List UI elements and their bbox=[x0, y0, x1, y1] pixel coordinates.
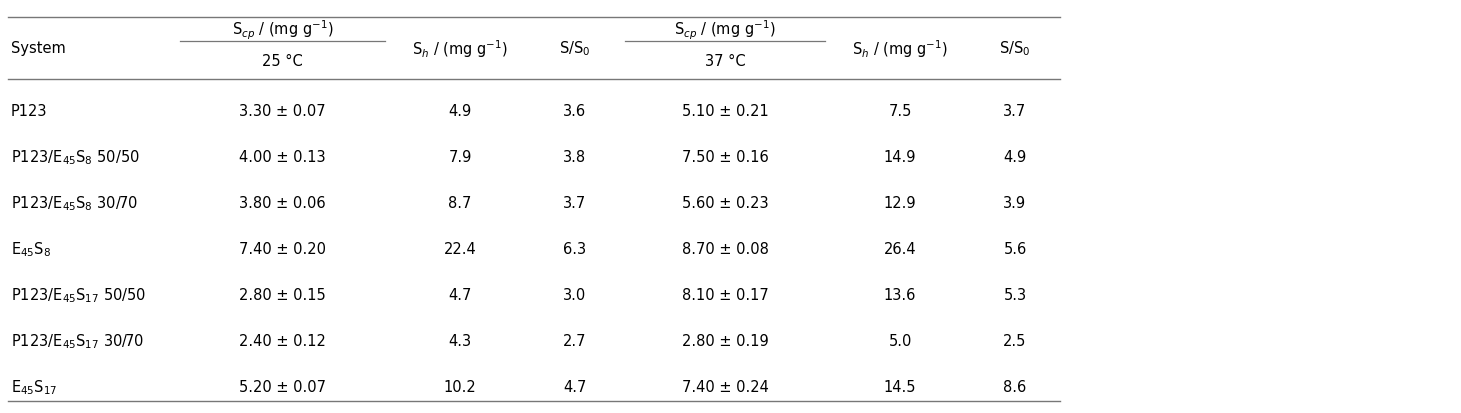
Text: 13.6: 13.6 bbox=[884, 288, 916, 303]
Text: S$_{cp}$ / (mg g$^{-1}$): S$_{cp}$ / (mg g$^{-1}$) bbox=[232, 18, 333, 42]
Text: 3.7: 3.7 bbox=[564, 196, 587, 211]
Text: 7.50 ± 0.16: 7.50 ± 0.16 bbox=[682, 150, 768, 165]
Text: 3.8: 3.8 bbox=[564, 150, 586, 165]
Text: 4.7: 4.7 bbox=[564, 380, 587, 394]
Text: 3.7: 3.7 bbox=[1004, 104, 1027, 119]
Text: 5.60 ± 0.23: 5.60 ± 0.23 bbox=[682, 196, 768, 211]
Text: 2.80 ± 0.15: 2.80 ± 0.15 bbox=[240, 288, 326, 303]
Text: 3.30 ± 0.07: 3.30 ± 0.07 bbox=[240, 104, 326, 119]
Text: 7.40 ± 0.24: 7.40 ± 0.24 bbox=[682, 380, 768, 394]
Text: 8.7: 8.7 bbox=[449, 196, 472, 211]
Text: S/S$_0$: S/S$_0$ bbox=[560, 40, 590, 58]
Text: P123/E$_{45}$S$_{17}$ 50/50: P123/E$_{45}$S$_{17}$ 50/50 bbox=[12, 286, 146, 305]
Text: 3.9: 3.9 bbox=[1004, 196, 1027, 211]
Text: 10.2: 10.2 bbox=[444, 380, 476, 394]
Text: E$_{45}$S$_8$: E$_{45}$S$_8$ bbox=[12, 240, 51, 259]
Text: 4.7: 4.7 bbox=[449, 288, 472, 303]
Text: 7.5: 7.5 bbox=[888, 104, 912, 119]
Text: 3.0: 3.0 bbox=[564, 288, 587, 303]
Text: 4.9: 4.9 bbox=[449, 104, 472, 119]
Text: 12.9: 12.9 bbox=[884, 196, 916, 211]
Text: 2.80 ± 0.19: 2.80 ± 0.19 bbox=[682, 334, 768, 349]
Text: 14.9: 14.9 bbox=[884, 150, 916, 165]
Text: E$_{45}$S$_{17}$: E$_{45}$S$_{17}$ bbox=[12, 378, 57, 396]
Text: P123: P123 bbox=[12, 104, 48, 119]
Text: 5.0: 5.0 bbox=[888, 334, 912, 349]
Text: S/S$_0$: S/S$_0$ bbox=[999, 40, 1030, 58]
Text: 37 °C: 37 °C bbox=[704, 53, 745, 68]
Text: 26.4: 26.4 bbox=[884, 242, 916, 257]
Text: P123/E$_{45}$S$_{17}$ 30/70: P123/E$_{45}$S$_{17}$ 30/70 bbox=[12, 332, 145, 351]
Text: 14.5: 14.5 bbox=[884, 380, 916, 394]
Text: 5.3: 5.3 bbox=[1004, 288, 1027, 303]
Text: 3.80 ± 0.06: 3.80 ± 0.06 bbox=[240, 196, 326, 211]
Text: 7.9: 7.9 bbox=[449, 150, 472, 165]
Text: P123/E$_{45}$S$_8$ 30/70: P123/E$_{45}$S$_8$ 30/70 bbox=[12, 194, 137, 213]
Text: 7.40 ± 0.20: 7.40 ± 0.20 bbox=[240, 242, 326, 257]
Text: 8.70 ± 0.08: 8.70 ± 0.08 bbox=[682, 242, 768, 257]
Text: 4.3: 4.3 bbox=[449, 334, 472, 349]
Text: 22.4: 22.4 bbox=[444, 242, 476, 257]
Text: 4.9: 4.9 bbox=[1004, 150, 1027, 165]
Text: 6.3: 6.3 bbox=[564, 242, 586, 257]
Text: 8.10 ± 0.17: 8.10 ± 0.17 bbox=[682, 288, 768, 303]
Text: 25 °C: 25 °C bbox=[262, 53, 302, 68]
Text: 8.6: 8.6 bbox=[1004, 380, 1027, 394]
Text: 3.6: 3.6 bbox=[564, 104, 586, 119]
Text: System: System bbox=[12, 41, 66, 56]
Text: S$_{cp}$ / (mg g$^{-1}$): S$_{cp}$ / (mg g$^{-1}$) bbox=[674, 18, 776, 42]
Text: 4.00 ± 0.13: 4.00 ± 0.13 bbox=[240, 150, 326, 165]
Text: 2.5: 2.5 bbox=[1004, 334, 1027, 349]
Text: S$_h$ / (mg g$^{-1}$): S$_h$ / (mg g$^{-1}$) bbox=[852, 38, 948, 60]
Text: 5.10 ± 0.21: 5.10 ± 0.21 bbox=[682, 104, 768, 119]
Text: S$_h$ / (mg g$^{-1}$): S$_h$ / (mg g$^{-1}$) bbox=[412, 38, 508, 60]
Text: 5.20 ± 0.07: 5.20 ± 0.07 bbox=[240, 380, 326, 394]
Text: 2.40 ± 0.12: 2.40 ± 0.12 bbox=[240, 334, 326, 349]
Text: 2.7: 2.7 bbox=[564, 334, 587, 349]
Text: 5.6: 5.6 bbox=[1004, 242, 1027, 257]
Text: P123/E$_{45}$S$_8$ 50/50: P123/E$_{45}$S$_8$ 50/50 bbox=[12, 148, 140, 167]
